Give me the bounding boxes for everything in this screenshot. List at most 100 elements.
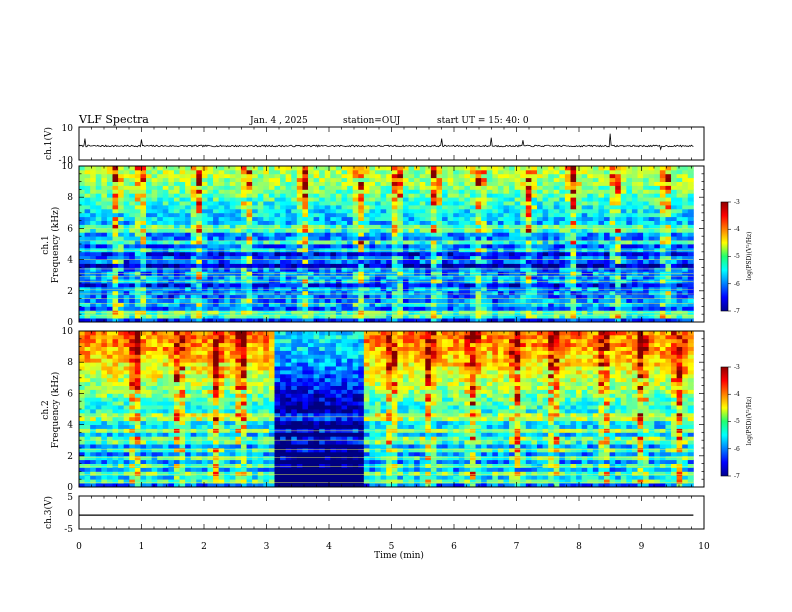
spectrogram-cell — [213, 483, 220, 488]
spectrogram-cell — [324, 216, 331, 221]
spectrogram-cell — [648, 318, 655, 323]
spectrogram-cell — [620, 224, 627, 229]
spectrogram-cell — [609, 294, 616, 299]
spectrogram-cell — [559, 185, 566, 190]
spectrogram-cell — [335, 263, 342, 268]
spectrogram-cell — [274, 298, 281, 303]
spectrogram-cell — [676, 232, 683, 237]
spectrogram-cell — [112, 177, 119, 182]
spectrogram-cell — [604, 177, 610, 182]
spectrogram-cell — [280, 263, 287, 268]
spectrogram-cell — [257, 283, 264, 288]
spectrogram-cell — [626, 251, 633, 257]
spectrogram-cell — [620, 263, 627, 268]
spectrogram-cell — [246, 298, 253, 303]
spectrogram-cell — [168, 224, 175, 229]
spectrogram-cell — [615, 185, 622, 190]
spectrogram-cell — [313, 228, 320, 233]
spectrogram-cell — [536, 166, 543, 171]
spectrogram-cell — [134, 181, 141, 186]
spectrogram-cell — [492, 314, 499, 319]
spectrogram-cell — [436, 298, 443, 303]
spectrogram-cell — [235, 255, 242, 260]
spectrogram-cell — [665, 224, 672, 229]
spectrogram-cell — [190, 173, 197, 179]
spectrogram-cell — [609, 236, 616, 241]
spectrogram-cell — [252, 201, 259, 206]
spectrogram-cell — [190, 251, 197, 257]
spectrogram-cell — [79, 259, 85, 264]
spectrogram-cell — [626, 232, 633, 237]
spectrogram-cell — [106, 255, 113, 260]
spectrogram-cell — [106, 216, 113, 221]
spectrogram-cell — [335, 255, 342, 260]
spectrogram-cell — [229, 302, 236, 307]
spectrogram-cell — [296, 173, 303, 179]
spectrogram-cell — [414, 208, 421, 214]
spectrogram-cell — [682, 298, 689, 303]
spectrogram-cell — [509, 201, 516, 206]
spectrogram-cell — [559, 251, 566, 257]
spectrogram-cell — [419, 220, 426, 225]
ch1-time-ticks — [78, 127, 705, 160]
spectrogram-cell — [291, 263, 298, 268]
spectrogram-cell — [682, 483, 689, 488]
spectrogram-cell — [380, 177, 387, 182]
spectrogram-cell — [386, 205, 393, 210]
spectrogram-cell — [620, 173, 627, 179]
spectrogram-cell — [447, 244, 454, 249]
spectrogram-cell — [486, 205, 493, 210]
spectrogram-cell — [201, 294, 208, 299]
spectrogram-cell — [129, 181, 136, 186]
spectrogram-cell — [146, 224, 153, 229]
spectrogram-cell — [659, 193, 666, 198]
spectrogram-cell — [419, 318, 426, 323]
spectrogram-cell — [112, 318, 119, 323]
spectrogram-cell — [425, 240, 432, 245]
spectrogram-cell — [430, 283, 437, 288]
spectrogram-cell — [369, 177, 376, 182]
spectrogram-cell — [369, 205, 376, 210]
spectrogram-cell — [447, 205, 454, 210]
spectrogram-cell — [213, 216, 220, 221]
spectrogram-cell — [240, 173, 247, 179]
spectrogram-cell — [492, 189, 499, 194]
spectrogram-cell — [380, 185, 387, 190]
spectrogram-cell — [453, 306, 460, 311]
spectrogram-cell — [503, 185, 510, 190]
spectrogram-cell — [654, 216, 661, 221]
spectrogram-cell — [671, 208, 678, 214]
spectrogram-cell — [129, 205, 136, 210]
spectrogram-cell — [408, 228, 415, 233]
spectrogram-cell — [643, 220, 650, 225]
spectrogram-cell — [140, 173, 147, 179]
spectrogram-cell — [341, 314, 348, 319]
spectrogram-cell — [609, 208, 616, 214]
spectrogram-cell — [481, 240, 488, 245]
spectrogram-cell — [475, 220, 482, 225]
spectrogram-cell — [240, 251, 247, 257]
spectrogram-cell — [665, 318, 672, 323]
spectrogram-cell — [659, 169, 666, 175]
spectrogram-cell — [486, 177, 493, 182]
spectrogram-cell — [196, 267, 203, 272]
spectrogram-cell — [341, 224, 348, 229]
spectrogram-cell — [503, 479, 510, 484]
spectrogram-cell — [659, 306, 666, 311]
spectrogram-cell — [274, 475, 281, 480]
spectrogram-cell — [313, 224, 320, 229]
spectrogram-cell — [313, 197, 320, 202]
spectrogram-cell — [285, 259, 292, 264]
spectrogram-cell — [358, 306, 365, 311]
spectrogram-cell — [347, 220, 354, 225]
spectrogram-cell — [592, 298, 599, 303]
spectrogram-cell — [604, 240, 610, 245]
spectrogram-cell — [257, 212, 264, 218]
spectrogram-cell — [553, 298, 560, 303]
spectrogram-cell — [375, 244, 382, 249]
spectrogram-cell — [375, 275, 382, 280]
spectrogram-cell — [503, 228, 510, 233]
spectrogram-cell — [564, 302, 571, 307]
spectrogram-cell — [492, 216, 499, 221]
spectrogram-cell — [246, 201, 253, 206]
